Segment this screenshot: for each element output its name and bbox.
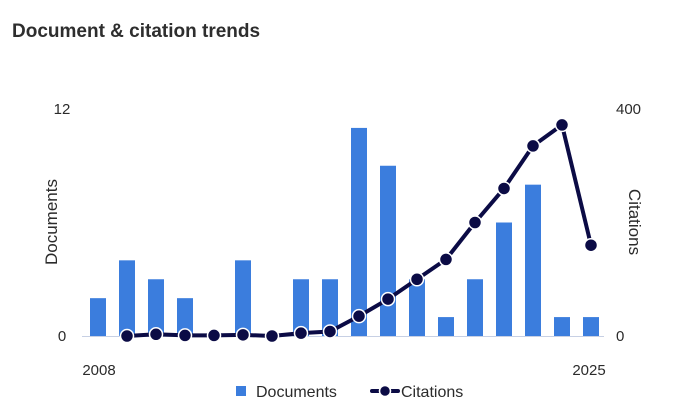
point-citations-2011 — [177, 328, 193, 343]
bar-documents-2009 — [119, 260, 135, 336]
bar-documents-2008 — [90, 298, 106, 336]
legend-documents-swatch — [236, 386, 246, 396]
bar-documents-2020 — [438, 317, 454, 336]
point-citations-2015 — [293, 325, 309, 341]
bar-documents-2022 — [496, 222, 512, 336]
bar-documents-2021 — [467, 279, 483, 336]
bar-documents-2013 — [235, 260, 251, 336]
bar-documents-2016 — [322, 279, 338, 336]
legend-citations-marker — [378, 384, 392, 398]
legend-documents-label: Documents — [256, 384, 337, 401]
legend-citations-label: Citations — [401, 384, 463, 401]
point-citations-2009 — [119, 328, 135, 344]
bar-documents-2024 — [554, 317, 570, 336]
point-citations-2022 — [496, 181, 512, 196]
point-citations-2020 — [438, 252, 454, 267]
point-citations-2013 — [235, 327, 251, 343]
point-citations-2023 — [525, 138, 541, 154]
bar-documents-2011 — [177, 298, 193, 336]
point-citations-2021 — [467, 215, 483, 230]
bar-documents-2019 — [409, 279, 425, 336]
point-citations-2019 — [409, 272, 425, 287]
point-citations-2025 — [583, 237, 599, 253]
point-citations-2018 — [380, 291, 396, 307]
bar-documents-2025 — [583, 317, 599, 336]
point-citations-2012 — [206, 328, 222, 343]
point-citations-2010 — [148, 327, 164, 342]
x-tick-last: 2025 — [572, 362, 605, 379]
bar-documents-2018 — [380, 165, 396, 336]
chart-title: Document & citation trends — [12, 21, 261, 42]
point-citations-2014 — [264, 328, 280, 344]
y-right-axis-title: Citations — [625, 189, 644, 255]
y-left-tick-0: 0 — [58, 328, 66, 345]
point-citations-2016 — [322, 324, 338, 339]
bar-documents-2017 — [351, 127, 367, 337]
bar-documents-2023 — [525, 184, 541, 336]
bar-documents-2015 — [293, 279, 309, 336]
y-right-tick-0: 0 — [616, 328, 624, 345]
y-left-tick-max: 12 — [54, 101, 71, 118]
bar-documents-2010 — [148, 279, 164, 336]
y-right-tick-max: 400 — [616, 101, 641, 118]
y-left-axis-title: Documents — [42, 179, 61, 265]
x-tick-first: 2008 — [82, 362, 115, 379]
point-citations-2024 — [554, 117, 570, 133]
point-citations-2017 — [351, 308, 367, 324]
